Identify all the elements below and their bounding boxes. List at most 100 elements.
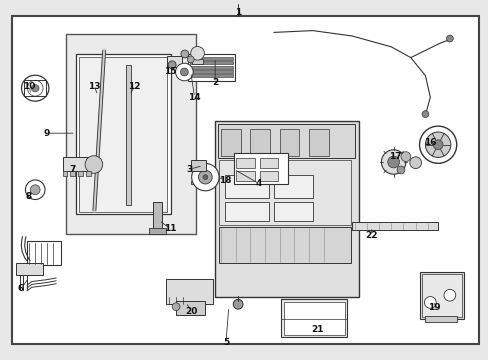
Text: 1: 1 xyxy=(235,8,241,17)
Bar xyxy=(188,54,234,81)
Bar xyxy=(217,124,354,158)
Bar xyxy=(236,158,254,168)
Circle shape xyxy=(432,140,442,150)
Circle shape xyxy=(175,63,193,81)
Circle shape xyxy=(381,150,405,174)
Bar xyxy=(224,202,268,221)
Bar xyxy=(281,299,346,337)
Bar xyxy=(351,222,437,230)
Bar xyxy=(166,279,212,304)
Bar xyxy=(16,263,42,275)
Text: 21: 21 xyxy=(311,325,324,334)
Text: 12: 12 xyxy=(128,82,141,91)
Circle shape xyxy=(168,61,176,69)
Bar xyxy=(283,302,344,335)
Bar xyxy=(189,70,232,73)
Text: 18: 18 xyxy=(218,176,231,185)
Text: 3: 3 xyxy=(186,165,192,174)
Text: 20: 20 xyxy=(185,307,198,316)
Bar xyxy=(24,80,46,96)
Text: 15: 15 xyxy=(163,68,176,77)
Circle shape xyxy=(419,126,456,163)
Bar xyxy=(153,202,162,232)
Bar xyxy=(86,171,91,176)
Text: 22: 22 xyxy=(365,231,377,240)
Circle shape xyxy=(387,156,399,168)
Bar xyxy=(219,160,350,225)
Ellipse shape xyxy=(27,80,43,96)
Circle shape xyxy=(25,180,45,199)
Bar xyxy=(176,301,205,315)
Text: 7: 7 xyxy=(69,165,76,174)
Circle shape xyxy=(203,175,207,180)
Bar xyxy=(27,241,61,265)
Circle shape xyxy=(421,111,428,118)
Text: 4: 4 xyxy=(255,179,262,188)
Bar xyxy=(215,121,359,297)
Bar xyxy=(189,74,232,77)
Bar xyxy=(192,59,203,64)
Bar xyxy=(425,316,456,322)
Bar xyxy=(190,160,206,171)
Bar xyxy=(421,274,461,317)
Circle shape xyxy=(425,132,450,157)
Circle shape xyxy=(443,289,455,301)
Bar xyxy=(259,158,278,168)
Bar xyxy=(78,171,83,176)
Bar xyxy=(79,57,167,212)
Bar xyxy=(190,181,205,184)
Bar xyxy=(66,34,195,234)
Bar xyxy=(250,129,269,156)
Circle shape xyxy=(233,299,243,309)
Bar xyxy=(259,171,278,181)
Text: 19: 19 xyxy=(427,303,440,312)
Text: 6: 6 xyxy=(18,284,24,293)
Bar xyxy=(273,175,312,198)
Circle shape xyxy=(446,35,452,42)
Text: 14: 14 xyxy=(188,93,201,102)
Circle shape xyxy=(198,170,212,184)
Text: 2: 2 xyxy=(212,78,218,87)
Circle shape xyxy=(396,166,404,174)
Text: 9: 9 xyxy=(43,129,50,138)
Bar xyxy=(149,228,165,234)
Ellipse shape xyxy=(21,75,49,101)
Circle shape xyxy=(30,185,40,195)
Bar xyxy=(236,171,254,181)
Bar xyxy=(70,171,75,176)
Ellipse shape xyxy=(31,85,39,92)
Text: 11: 11 xyxy=(163,224,176,233)
Bar xyxy=(273,202,312,221)
Circle shape xyxy=(424,297,435,308)
Bar xyxy=(308,129,328,156)
Bar xyxy=(189,66,232,69)
Bar xyxy=(224,175,268,198)
Circle shape xyxy=(85,156,102,173)
Circle shape xyxy=(181,50,188,58)
Bar xyxy=(189,57,232,60)
Bar xyxy=(221,129,240,156)
Circle shape xyxy=(187,56,194,63)
Bar xyxy=(126,65,131,205)
Bar xyxy=(279,129,299,156)
Text: 17: 17 xyxy=(388,152,401,161)
Bar xyxy=(189,61,232,64)
Circle shape xyxy=(172,303,180,311)
Bar xyxy=(419,272,463,319)
Bar xyxy=(219,227,350,263)
Text: 8: 8 xyxy=(25,192,31,201)
Bar xyxy=(76,54,171,214)
Bar xyxy=(62,157,94,171)
Bar xyxy=(62,171,67,176)
Circle shape xyxy=(409,157,421,168)
Bar xyxy=(167,56,182,67)
Circle shape xyxy=(190,46,204,60)
Circle shape xyxy=(400,152,410,162)
Text: 16: 16 xyxy=(423,138,436,147)
Text: 10: 10 xyxy=(23,82,36,91)
Bar xyxy=(233,153,287,184)
Text: 13: 13 xyxy=(88,82,101,91)
Circle shape xyxy=(180,68,188,76)
Text: 5: 5 xyxy=(223,338,228,347)
Circle shape xyxy=(191,163,219,191)
